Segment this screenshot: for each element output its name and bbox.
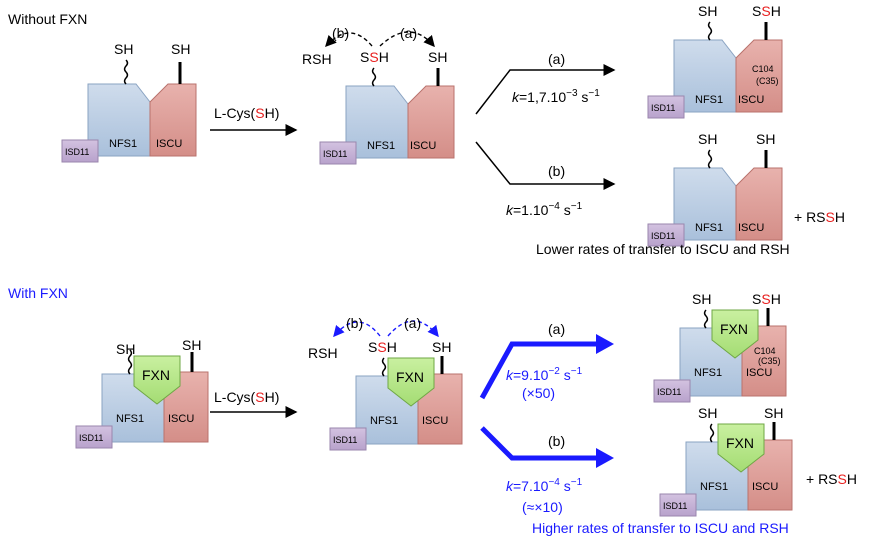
nfs1-cys-wavy xyxy=(381,357,387,377)
nfs1-label: NFS1 xyxy=(694,367,722,379)
dashed-arrow-a xyxy=(387,320,439,338)
fold-a: (×50) xyxy=(522,385,555,401)
persulfide-label: SSH xyxy=(752,291,781,307)
product-rssh: + RSSH xyxy=(794,209,845,225)
sh-label: SH xyxy=(692,291,711,307)
product-rssh: + RSSH xyxy=(806,471,857,487)
isd11-label: ISD11 xyxy=(79,433,103,443)
iscu-label: ISCU xyxy=(738,94,764,106)
isd11-label: ISD11 xyxy=(333,435,357,445)
c35-label: (C35) xyxy=(756,76,779,86)
path-b-arrowhead xyxy=(596,448,614,468)
sh-label: SH xyxy=(116,341,135,357)
complex-with-product-b: FXN NFS1 ISCU ISD11 SH SH xyxy=(659,405,793,517)
iscu-label: ISCU xyxy=(156,138,182,150)
fxn-label: FXN xyxy=(396,369,424,385)
fxn-label: FXN xyxy=(142,367,170,383)
path-a-arrow xyxy=(475,64,616,115)
path-b-arrow xyxy=(480,426,598,461)
nfs1-label: NFS1 xyxy=(367,140,395,152)
nfs1-cys-wavy xyxy=(707,149,713,169)
rate-b: k=7.10−4 s−1 xyxy=(506,477,583,494)
sh-label: SH xyxy=(428,49,447,65)
rate-a: k=1,7.10−3 s−1 xyxy=(512,88,600,105)
isd11-label: ISD11 xyxy=(651,231,675,241)
iscu-label: ISCU xyxy=(422,415,448,427)
nfs1-label: NFS1 xyxy=(695,94,723,106)
summary-without: Lower rates of transfer to ISCU and RSH xyxy=(536,241,790,257)
isd11-label: ISD11 xyxy=(657,387,681,397)
path-b-label: (b) xyxy=(548,433,565,449)
c35-label: (C35) xyxy=(758,356,781,366)
isd11-label: ISD11 xyxy=(663,501,687,511)
nfs1-label: NFS1 xyxy=(116,413,144,425)
dashed-arrow-a xyxy=(379,31,435,48)
label-b: (b) xyxy=(346,315,363,331)
path-a-label: (a) xyxy=(548,51,565,67)
title-with-fxn: With FXN xyxy=(8,285,68,301)
sh-label: SH xyxy=(432,339,451,355)
sh-label: SH xyxy=(114,41,133,57)
label-b: (b) xyxy=(332,25,349,41)
nfs1-cys-wavy xyxy=(703,309,709,329)
nfs1-cys-wavy xyxy=(127,349,133,375)
path-a-arrow xyxy=(479,341,598,400)
reagent-label: L-Cys(SH) xyxy=(214,105,279,121)
path-a-arrowhead xyxy=(596,334,614,354)
nfs1-label: NFS1 xyxy=(695,222,723,234)
sh-label: SH xyxy=(182,337,201,353)
sh-label: SH xyxy=(698,131,717,147)
isd11-label: ISD11 xyxy=(651,103,675,113)
rsh-label: RSH xyxy=(302,51,332,67)
nfs1-label: NFS1 xyxy=(700,481,728,493)
path-a-label: (a) xyxy=(548,321,565,337)
iscu-label: ISCU xyxy=(746,367,772,379)
reagent-label: L-Cys(SH) xyxy=(214,389,279,405)
label-a: (a) xyxy=(404,315,421,331)
nfs1-label: NFS1 xyxy=(109,138,137,150)
persulfide-label: SSH xyxy=(368,339,397,355)
nfs1-label: NFS1 xyxy=(370,415,398,427)
complex-without-product-b: NFS1 ISCU ISD11 SH SH xyxy=(647,131,783,247)
sh-label: SH xyxy=(698,405,717,421)
path-b-label: (b) xyxy=(548,163,565,179)
fxn-label: FXN xyxy=(726,435,754,451)
complex-without-product-a: NFS1 ISCU ISD11 C104 (C35) SH SSH xyxy=(647,3,783,119)
nfs1-cys-wavy xyxy=(123,59,129,85)
complex-without-intermediate: NFS1 ISCU ISD11 SSH SH xyxy=(319,49,455,165)
rate-a: k=9.10−2 s−1 xyxy=(506,366,583,383)
nfs1-cys-wavy xyxy=(371,67,377,87)
complex-without-start: NFS1 ISCU ISD11 SH SH xyxy=(61,41,197,163)
sh-label: SH xyxy=(698,3,717,19)
c104-label: C104 xyxy=(752,64,774,74)
sh-label: SH xyxy=(756,131,775,147)
iscu-label: ISCU xyxy=(410,140,436,152)
isd11-label: ISD11 xyxy=(65,147,89,157)
summary-with: Higher rates of transfer to ISCU and RSH xyxy=(532,520,789,536)
complex-with-intermediate: FXN NFS1 ISCU ISD11 SSH SH xyxy=(329,339,463,451)
sh-label: SH xyxy=(764,405,783,421)
dashed-arrow-b xyxy=(333,321,381,338)
iscu-label: ISCU xyxy=(168,413,194,425)
title-without-fxn: Without FXN xyxy=(8,11,87,27)
iscu-label: ISCU xyxy=(752,481,778,493)
complex-with-start: FXN NFS1 ISCU ISD11 SH SH xyxy=(75,337,209,449)
persulfide-label: SSH xyxy=(752,3,781,19)
sh-label: SH xyxy=(171,41,190,57)
path-b-arrow xyxy=(475,141,616,190)
nfs1-cys-wavy xyxy=(709,423,715,443)
label-a: (a) xyxy=(400,25,417,41)
persulfide-label: SSH xyxy=(360,49,389,65)
nfs1-cys-wavy xyxy=(707,21,713,41)
fold-b: (≈×10) xyxy=(522,499,563,515)
rate-b: k=1.10−4 s−1 xyxy=(506,201,583,218)
fxn-label: FXN xyxy=(720,321,748,337)
iscu-label: ISCU xyxy=(738,222,764,234)
c104-label: C104 xyxy=(754,346,776,356)
isd11-label: ISD11 xyxy=(323,149,347,159)
complex-with-product-a: FXN NFS1 ISCU ISD11 C104 (C35) SH SSH xyxy=(653,291,787,403)
rsh-label: RSH xyxy=(308,345,338,361)
